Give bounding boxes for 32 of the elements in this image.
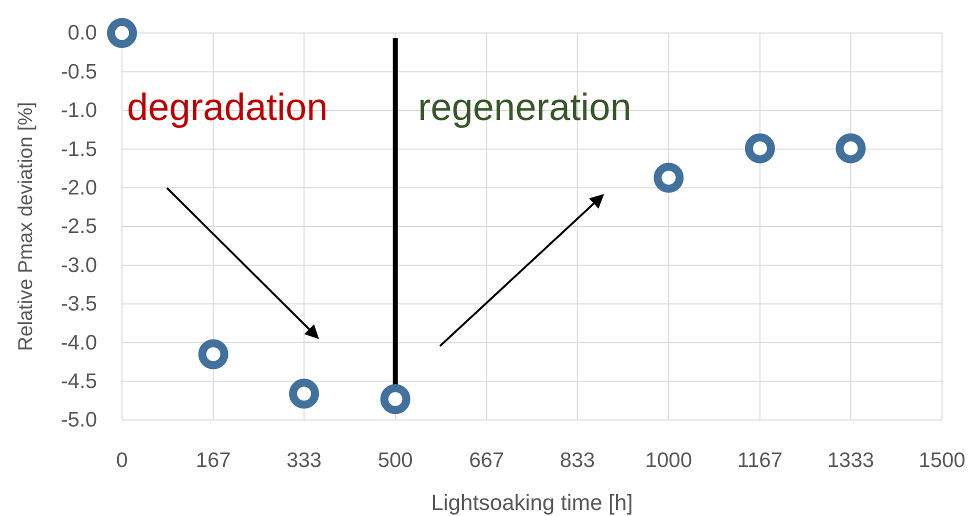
annotation: degradation bbox=[127, 87, 328, 129]
y-tick-label: -4.0 bbox=[60, 331, 97, 354]
y-tick-label: -1.5 bbox=[60, 138, 97, 161]
point bbox=[380, 384, 410, 414]
y-tick-label: -4.5 bbox=[60, 370, 97, 394]
point bbox=[198, 339, 228, 370]
x-tick-label: 1333 bbox=[827, 448, 874, 472]
x-tick-label: 1500 bbox=[918, 448, 966, 472]
y-tick-label: -3.5 bbox=[60, 292, 97, 316]
x-tick-label: 500 bbox=[378, 448, 413, 472]
y-tick-label: -2.5 bbox=[60, 215, 97, 238]
point bbox=[836, 133, 866, 164]
x-tick-label: 333 bbox=[286, 448, 322, 472]
annotation: regeneration bbox=[418, 87, 632, 129]
x-tick-label: 667 bbox=[469, 448, 504, 472]
y-tick-label: -2.0 bbox=[60, 176, 97, 200]
point bbox=[654, 162, 684, 193]
x-tick-label: 1167 bbox=[737, 448, 783, 472]
x-axis-title: Lightsoaking time [h] bbox=[431, 490, 633, 515]
y-tick-label: 0.0 bbox=[68, 22, 97, 45]
x-tick-label: 833 bbox=[560, 448, 595, 472]
x-tick-label: 1000 bbox=[645, 448, 692, 472]
y-tick-label: -5.0 bbox=[60, 408, 97, 432]
point bbox=[744, 133, 775, 164]
x-tick-label: 167 bbox=[196, 448, 231, 472]
y-tick-label: -0.5 bbox=[60, 60, 97, 84]
point bbox=[289, 378, 320, 409]
y-tick-label: -3.0 bbox=[60, 254, 97, 277]
point bbox=[107, 18, 137, 48]
y-axis-title: Relative Pmax deviation [%] bbox=[15, 102, 37, 352]
x-tick-label: 0 bbox=[116, 448, 128, 472]
y-tick-label: -1.0 bbox=[60, 99, 97, 122]
